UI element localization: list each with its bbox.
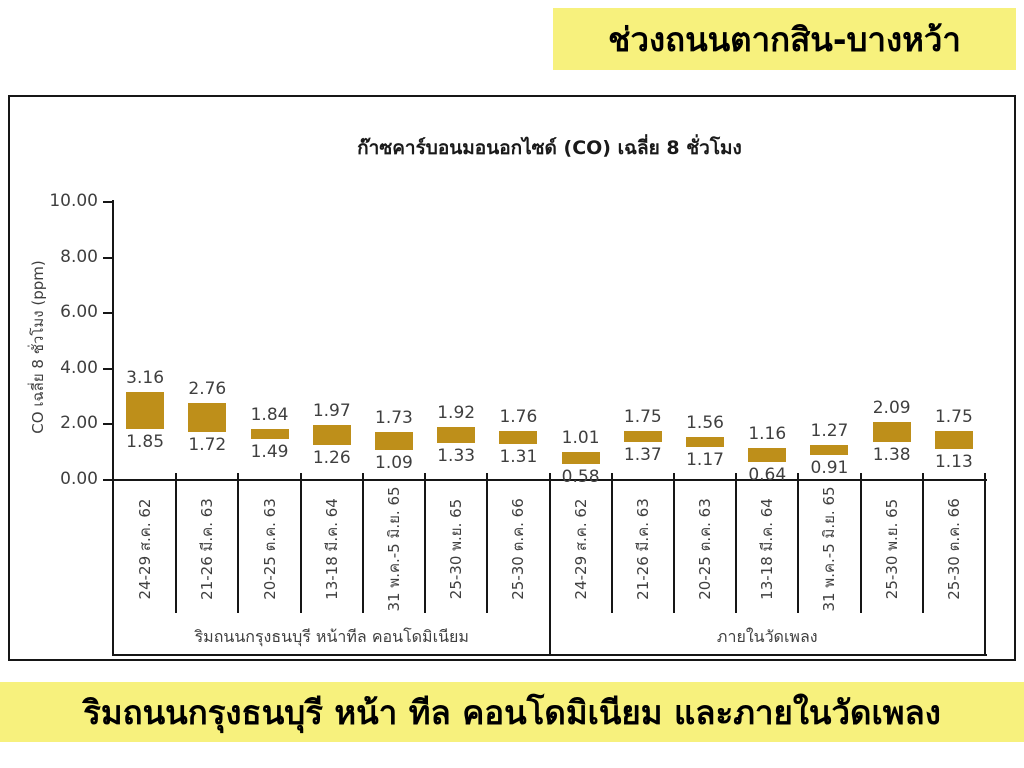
bar-min-label: 0.91 [810,457,849,478]
chart-frame: ก๊าซคาร์บอนมอนอกไซด์ (CO) เฉลี่ย 8 ชั่วโ… [8,95,1016,661]
plot-right-line [984,473,986,654]
category-label: 20-25 ต.ค. 63 [696,498,715,600]
range-bar [810,444,849,455]
bar-max-label: 2.09 [872,397,911,418]
category-label: 31 พ.ค.-5 มิ.ย. 65 [384,486,403,612]
category-separator [175,473,178,613]
bar-min-label: 1.26 [312,447,351,468]
range-bar [312,425,351,445]
category-label: 24-29 ส.ค. 62 [571,498,590,600]
range-bar [686,436,725,448]
category-separator [361,473,364,613]
category-separator [424,473,427,613]
bar-max-label: 1.16 [748,423,787,444]
bar-max-label: 3.16 [126,368,165,389]
range-bar [437,426,476,443]
bar-min-label: 1.17 [686,450,724,471]
route-banner: ช่วงถนนตากสิน-บางหว้า [553,8,1016,70]
y-tick-mark [103,201,112,203]
range-bar [561,451,600,464]
category-label: 25-30 ต.ค. 66 [509,498,528,600]
category-label: 25-30 ต.ค. 66 [944,498,963,600]
y-tick-label: 6.00 [60,302,98,323]
bar-min-label: 1.49 [250,441,289,462]
range-bar [188,403,227,433]
category-label: 24-29 ส.ค. 62 [136,498,155,600]
y-tick-label: 4.00 [60,357,98,378]
category-separator [610,473,613,613]
bar-min-label: 1.72 [188,435,227,456]
bar-max-label: 1.84 [250,404,289,425]
y-tick-label: 2.00 [60,413,98,434]
bar-max-label: 2.76 [188,379,227,400]
bar-max-label: 1.56 [686,412,724,433]
category-label: 13-18 มี.ค. 64 [758,498,777,600]
category-label: 21-26 มี.ค. 63 [198,498,217,600]
y-tick-label: 8.00 [60,246,98,267]
category-label: 21-26 มี.ค. 63 [633,498,652,600]
category-label: 25-30 พ.ย. 65 [882,498,901,600]
bar-min-label: 1.37 [623,444,662,465]
range-bar [126,392,165,429]
bar-min-label: 1.13 [934,451,973,472]
group-label: ภายในวัดเพลง [716,627,818,646]
y-tick-mark [103,479,112,481]
bar-min-label: 1.33 [437,446,476,467]
bar-max-label: 1.75 [934,407,973,428]
range-bar [623,431,662,442]
bar-min-label: 1.09 [375,452,413,473]
range-bar [872,421,911,442]
y-tick-mark [103,367,112,370]
bar-max-label: 1.97 [312,401,351,422]
y-tick-label: 10.00 [49,191,98,211]
location-banner: ริมถนนกรุงธนบุรี หน้า ทีล คอนโดมิเนียม แ… [0,682,1024,742]
range-bar [499,431,538,444]
bar-max-label: 1.01 [561,427,600,448]
route-banner-text: ช่วงถนนตากสิน-บางหว้า [608,19,961,59]
range-bar [374,431,413,450]
group-label: ริมถนนกรุงธนบุรี หน้าทีล คอนโดมิเนียม [194,627,469,646]
chart-title: ก๊าซคาร์บอนมอนอกไซด์ (CO) เฉลี่ย 8 ชั่วโ… [357,137,742,159]
y-tick-mark [103,423,112,426]
category-separator [735,473,738,613]
y-tick-mark [103,256,112,259]
bar-max-label: 1.73 [375,407,413,428]
bar-max-label: 1.92 [437,402,476,423]
range-bar [748,447,787,463]
category-separator [672,473,675,613]
category-separator [797,473,800,613]
bar-max-label: 1.75 [623,407,662,428]
category-separator [237,473,240,613]
category-separator [299,473,302,613]
category-label: 25-30 พ.ย. 65 [447,498,466,600]
group-boundary-line [548,473,551,654]
range-bar [934,431,973,449]
plot-area: 0.00 2.00 4.00 6.00 8.00 10.00 3.16 1.85 24-29 ส… [10,97,1014,659]
bar-min-label: 0.64 [748,465,787,486]
category-separator [921,473,924,613]
bar-max-label: 1.76 [499,407,538,428]
category-label: 31 พ.ค.-5 มิ.ย. 65 [820,486,839,612]
location-banner-text: ริมถนนกรุงธนบุรี หน้า ทีล คอนโดมิเนียม แ… [83,692,941,732]
y-axis-line [112,200,114,656]
y-tick-mark [103,312,112,315]
bar-min-label: 1.85 [126,431,165,452]
category-separator [859,473,862,613]
y-tick-label: 0.00 [60,469,98,489]
bar-min-label: 0.58 [561,466,600,487]
axis-bottom-line [112,654,987,656]
category-label: 13-18 มี.ค. 64 [322,498,341,600]
bar-max-label: 1.27 [810,420,849,441]
category-label: 20-25 ต.ค. 63 [260,498,279,600]
category-separator [486,473,489,613]
range-bar [250,428,289,439]
bar-min-label: 1.31 [499,446,538,467]
bar-min-label: 1.38 [872,444,911,465]
